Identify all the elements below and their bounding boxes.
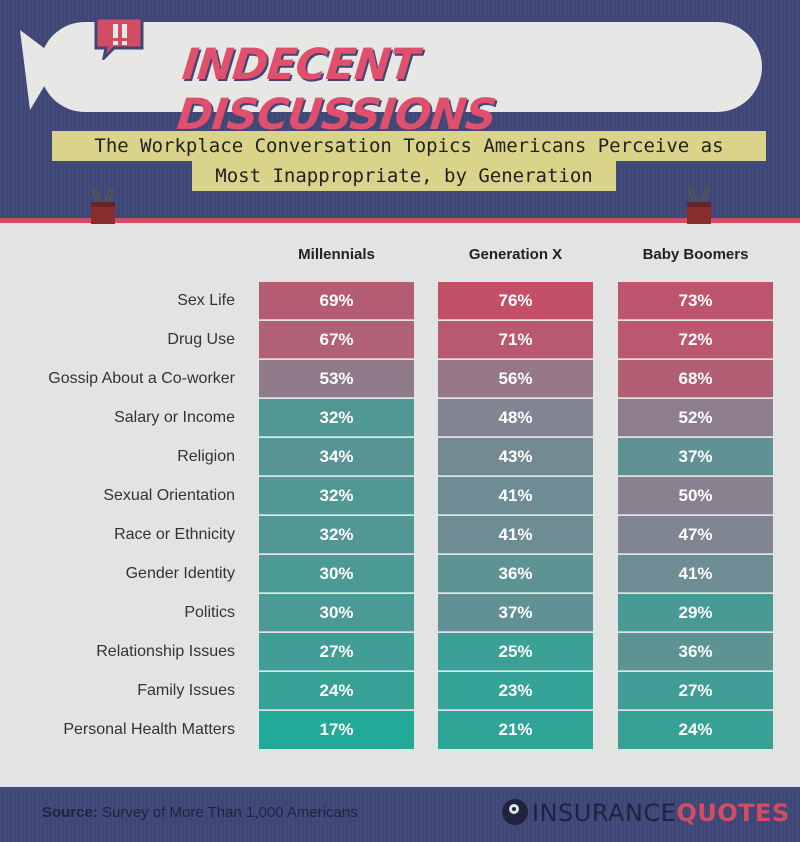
table-cell: 56% (438, 360, 593, 398)
subtitle-line-2: Most Inappropriate, by Generation (192, 161, 616, 191)
row-label: Sexual Orientation (103, 487, 235, 504)
row-label: Personal Health Matters (63, 721, 235, 738)
table-cell: 48% (438, 399, 593, 437)
row-label: Gender Identity (125, 565, 235, 582)
column-header-baby-boomers: Baby Boomers (642, 246, 749, 263)
source-text: Survey of More Than 1,000 Americans (97, 804, 358, 821)
row-label: Race or Ethnicity (114, 526, 235, 543)
row-label: Religion (177, 448, 235, 465)
logo-text-quotes: QUOTES (676, 799, 790, 827)
table-cell: 41% (438, 516, 593, 554)
logo-mark-icon (502, 799, 528, 825)
table-cell: 27% (259, 633, 414, 671)
table-cell: 43% (438, 438, 593, 476)
table-cell: 29% (618, 594, 773, 632)
table-cell: 37% (438, 594, 593, 632)
table-cell: 68% (618, 360, 773, 398)
source-note: Source: Survey of More Than 1,000 Americ… (42, 802, 358, 824)
table-cell: 76% (438, 282, 593, 320)
subtitle-line-1: The Workplace Conversation Topics Americ… (52, 131, 766, 161)
exclamation-alert-icon (94, 16, 144, 60)
row-label: Politics (184, 604, 235, 621)
table-cell: 34% (259, 438, 414, 476)
table-cell: 23% (438, 672, 593, 710)
source-label: Source: (42, 804, 98, 821)
table-cell: 21% (438, 711, 593, 749)
logo-text-insurance: INSURANCE (532, 799, 677, 827)
table-cell: 72% (618, 321, 773, 359)
table-cell: 69% (259, 282, 414, 320)
infographic-title: INDECENT DISCUSSIONS (174, 40, 499, 140)
row-label: Relationship Issues (96, 643, 235, 660)
row-label: Salary or Income (114, 409, 235, 426)
table-cell: 73% (618, 282, 773, 320)
table-cell: 17% (259, 711, 414, 749)
table-cell: 53% (259, 360, 414, 398)
table-cell: 36% (438, 555, 593, 593)
row-label: Sex Life (177, 292, 235, 309)
table-cell: 25% (438, 633, 593, 671)
table-cell: 41% (438, 477, 593, 515)
table-cell: 47% (618, 516, 773, 554)
table-cell: 30% (259, 594, 414, 632)
table-cell: 50% (618, 477, 773, 515)
column-header-generation-x: Generation X (468, 246, 563, 263)
binder-clip-icon (687, 188, 711, 224)
table-cell: 32% (259, 399, 414, 437)
table-cell: 71% (438, 321, 593, 359)
table-cell: 24% (259, 672, 414, 710)
table-cell: 52% (618, 399, 773, 437)
speech-bubble (40, 22, 762, 112)
binder-clip-icon (91, 188, 115, 224)
table-cell: 30% (259, 555, 414, 593)
table-cell: 36% (618, 633, 773, 671)
table-cell: 24% (618, 711, 773, 749)
table-cell: 32% (259, 516, 414, 554)
row-label: Drug Use (167, 331, 235, 348)
table-cell: 27% (618, 672, 773, 710)
insurancequotes-logo: INSURANCEQUOTES (502, 797, 790, 829)
column-header-millennials: Millennials (298, 246, 375, 263)
table-cell: 41% (618, 555, 773, 593)
table-cell: 67% (259, 321, 414, 359)
row-label: Family Issues (137, 682, 235, 699)
table-cell: 32% (259, 477, 414, 515)
table-cell: 37% (618, 438, 773, 476)
row-label: Gossip About a Co-worker (48, 370, 235, 387)
